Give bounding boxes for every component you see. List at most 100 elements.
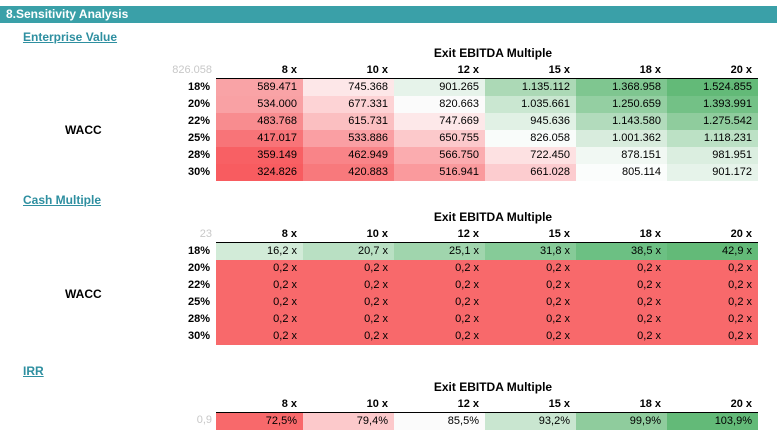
table-cell[interactable]: 0,2 x	[485, 328, 576, 345]
table-row: 25% 417.017 533.886 650.755 826.058 1.001.362…	[188, 130, 758, 147]
table-cell[interactable]: 0,2 x	[667, 260, 758, 277]
table-cell[interactable]: 0,2 x	[485, 277, 576, 294]
table-cell[interactable]: 0,2 x	[667, 277, 758, 294]
table-cell[interactable]: 677.331	[303, 96, 394, 113]
table-cell[interactable]: 0,2 x	[394, 277, 485, 294]
table-cell[interactable]: 747.669	[394, 113, 485, 130]
table-cell[interactable]: 0,2 x	[394, 294, 485, 311]
table-cell[interactable]: 901.172	[667, 164, 758, 181]
table-cell[interactable]: 0,2 x	[303, 260, 394, 277]
table-cell[interactable]: 0,2 x	[216, 294, 303, 311]
table-cell[interactable]: 79,4%	[303, 413, 394, 430]
table-row: 30% 324.826 420.883 516.941 661.028 805.114 90…	[188, 164, 758, 181]
table-cell[interactable]: 420.883	[303, 164, 394, 181]
table-cell[interactable]: 1.250.659	[576, 96, 667, 113]
table-cell[interactable]: 0,2 x	[576, 277, 667, 294]
table-cell[interactable]: 99,9%	[576, 413, 667, 430]
table-cell[interactable]: 1.524.855	[667, 79, 758, 96]
table-cell[interactable]: 20,7 x	[303, 243, 394, 260]
table-cell[interactable]: 42,9 x	[667, 243, 758, 260]
cash-multiple-link[interactable]: Cash Multiple	[23, 193, 102, 207]
row-label: 22%	[187, 115, 210, 127]
column-header: 20 x	[667, 226, 758, 243]
table-row: 28% 359.149 462.949 566.750 722.450 878.151 98…	[188, 147, 758, 164]
table-cell[interactable]: 0,2 x	[394, 311, 485, 328]
table-cell[interactable]: 483.768	[216, 113, 303, 130]
table-cell[interactable]: 0,2 x	[485, 294, 576, 311]
column-header: 20 x	[667, 62, 758, 79]
column-header: 8 x	[216, 226, 303, 243]
table-cell[interactable]: 534.000	[216, 96, 303, 113]
table-cell[interactable]: 31,8 x	[485, 243, 576, 260]
column-header: 12 x	[394, 396, 485, 413]
table-cell[interactable]: 1.001.362	[576, 130, 667, 147]
table-cell[interactable]: 1.368.958	[576, 79, 667, 96]
row-label: 20%	[187, 98, 210, 110]
table-cell[interactable]: 661.028	[485, 164, 576, 181]
table-cell[interactable]: 0,2 x	[576, 311, 667, 328]
column-header: 12 x	[394, 226, 485, 243]
column-header: 20 x	[667, 396, 758, 413]
table-cell[interactable]: 615.731	[303, 113, 394, 130]
section-title-bar: 8.Sensitivity Analysis	[0, 6, 777, 23]
table-cell[interactable]: 533.886	[303, 130, 394, 147]
table-cell[interactable]: 516.941	[394, 164, 485, 181]
table-cell[interactable]: 1.118.231	[667, 130, 758, 147]
table-cell[interactable]: 0,2 x	[216, 328, 303, 345]
table-cell[interactable]: 566.750	[394, 147, 485, 164]
table-cell[interactable]: 103,9%	[667, 413, 758, 430]
table-cell[interactable]: 1.135.112	[485, 79, 576, 96]
table-cell[interactable]: 0,2 x	[303, 328, 394, 345]
table-cell[interactable]: 462.949	[303, 147, 394, 164]
table-cell[interactable]: 1.035.661	[485, 96, 576, 113]
table-cell[interactable]: 1.143.580	[576, 113, 667, 130]
table-cell[interactable]: 0,2 x	[216, 277, 303, 294]
row-label: 30%	[187, 330, 210, 342]
table-cell[interactable]: 650.755	[394, 130, 485, 147]
table-cell[interactable]: 93,2%	[485, 413, 576, 430]
table-cell[interactable]: 1.393.991	[667, 96, 758, 113]
row-label: 25%	[187, 132, 210, 144]
table-cell[interactable]: 0,2 x	[576, 328, 667, 345]
table-cell[interactable]: 25,1 x	[394, 243, 485, 260]
column-header: 15 x	[485, 62, 576, 79]
table-cell[interactable]: 0,2 x	[216, 260, 303, 277]
exit-ebitda-title: Exit EBITDA Multiple	[433, 210, 553, 224]
table-cell[interactable]: 85,5%	[394, 413, 485, 430]
table-cell[interactable]: 16,2 x	[216, 243, 303, 260]
table-cell[interactable]: 324.826	[216, 164, 303, 181]
table-cell[interactable]: 72,5%	[216, 413, 303, 430]
table-cell[interactable]: 0,2 x	[394, 328, 485, 345]
table-cell[interactable]: 359.149	[216, 147, 303, 164]
table-cell[interactable]: 0,2 x	[667, 294, 758, 311]
table-cell[interactable]: 0,2 x	[485, 311, 576, 328]
table-cell[interactable]: 826.058	[485, 130, 576, 147]
table-cell[interactable]: 820.663	[394, 96, 485, 113]
table-cell[interactable]: 0,2 x	[394, 260, 485, 277]
table-cell[interactable]: 805.114	[576, 164, 667, 181]
table-cell[interactable]: 589.471	[216, 79, 303, 96]
wacc-label: WACC	[65, 287, 102, 301]
table-cell[interactable]: 0,2 x	[303, 294, 394, 311]
table-cell[interactable]: 417.017	[216, 130, 303, 147]
table-cell[interactable]: 0,2 x	[576, 260, 667, 277]
enterprise-value-link[interactable]: Enterprise Value	[23, 30, 118, 44]
table-cell[interactable]: 0,2 x	[667, 311, 758, 328]
table-cell[interactable]: 0,2 x	[216, 311, 303, 328]
table-cell[interactable]: 1.275.542	[667, 113, 758, 130]
table-cell[interactable]: 945.636	[485, 113, 576, 130]
table-cell[interactable]: 722.450	[485, 147, 576, 164]
exit-ebitda-title: Exit EBITDA Multiple	[433, 46, 553, 60]
row-label: 18%	[187, 81, 210, 93]
table-cell[interactable]: 0,2 x	[576, 294, 667, 311]
table-cell[interactable]: 38,5 x	[576, 243, 667, 260]
table-cell[interactable]: 878.151	[576, 147, 667, 164]
table-cell[interactable]: 0,2 x	[303, 311, 394, 328]
irr-link[interactable]: IRR	[23, 364, 44, 378]
table-cell[interactable]: 0,2 x	[485, 260, 576, 277]
table-cell[interactable]: 0,2 x	[667, 328, 758, 345]
table-cell[interactable]: 981.951	[667, 147, 758, 164]
table-cell[interactable]: 0,2 x	[303, 277, 394, 294]
table-cell[interactable]: 745.368	[303, 79, 394, 96]
table-cell[interactable]: 901.265	[394, 79, 485, 96]
